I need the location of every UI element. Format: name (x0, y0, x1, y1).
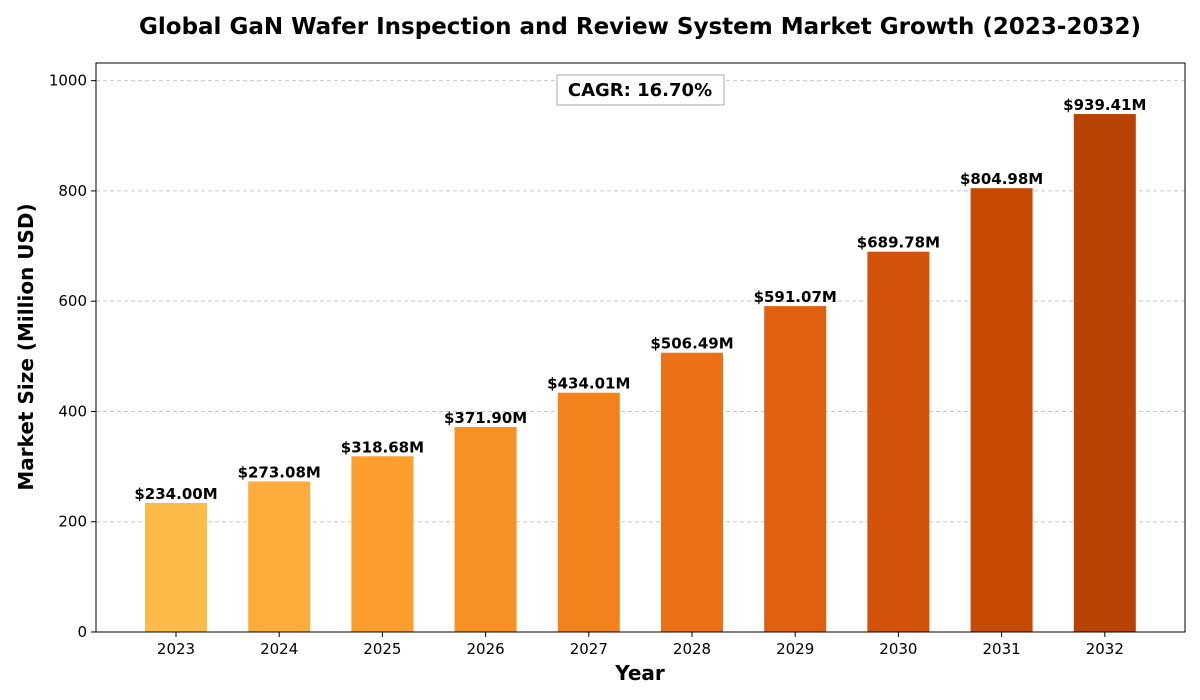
data-label-2027: $434.01M (547, 375, 630, 393)
bar-2029 (764, 306, 827, 632)
cagr-text: CAGR: 16.70% (568, 80, 712, 101)
x-axis-label: Year (614, 661, 665, 685)
y-tick-label: 1000 (49, 72, 87, 90)
data-label-2030: $689.78M (857, 234, 940, 252)
x-tick-label-2028: 2028 (673, 640, 711, 658)
bar-2026 (454, 426, 517, 632)
data-label-2026: $371.90M (444, 409, 527, 427)
y-axis-label: Market Size (Million USD) (14, 203, 38, 490)
bar-2032 (1073, 114, 1136, 632)
bar-2025 (351, 456, 414, 632)
plot-frame (95, 62, 1186, 633)
x-tick-label-2026: 2026 (467, 640, 505, 658)
data-label-2032: $939.41M (1063, 96, 1146, 114)
bars (145, 114, 1136, 633)
y-tick-label: 200 (58, 513, 87, 531)
data-label-2029: $591.07M (754, 288, 837, 306)
data-label-2023: $234.00M (134, 485, 217, 503)
bar-2024 (248, 481, 311, 632)
x-tick-label-2024: 2024 (260, 640, 298, 658)
data-label-2024: $273.08M (238, 463, 321, 481)
data-label-2031: $804.98M (960, 170, 1043, 188)
y-tick-label: 400 (58, 402, 87, 420)
x-tick-label-2030: 2030 (879, 640, 917, 658)
bar-2030 (867, 251, 930, 633)
x-tick-label-2023: 2023 (157, 640, 195, 658)
bar-2028 (661, 352, 723, 632)
cagr-box (556, 74, 725, 106)
x-tick-label-2032: 2032 (1086, 640, 1124, 658)
bar-2031 (970, 188, 1033, 632)
x-tick-label-2031: 2031 (983, 640, 1021, 658)
x-tick-label-2027: 2027 (570, 640, 608, 658)
cagr-annotation: CAGR: 16.70% (556, 74, 725, 106)
data-label-2025: $318.68M (341, 438, 424, 456)
y-tick-label: 0 (77, 623, 87, 641)
data-label-2028: $506.49M (650, 335, 733, 353)
bar-2023 (145, 502, 207, 632)
x-axis: 2023 2024 2025 2026 2027 2028 2029 2030 2031 2032 (157, 632, 1124, 658)
y-axis: 0 200 400 600 800 1000 (49, 72, 96, 641)
bar-2027 (557, 392, 620, 632)
chart-title: Global GaN Wafer Inspection and Review S… (139, 14, 1141, 40)
y-tick-label: 800 (58, 182, 87, 200)
x-tick-label-2029: 2029 (776, 640, 814, 658)
y-tick-label: 600 (58, 292, 87, 310)
data-labels: $234.00M $273.08M $318.68M $371.90M $434.01M… (134, 96, 1146, 503)
x-tick-label-2025: 2025 (363, 640, 401, 658)
